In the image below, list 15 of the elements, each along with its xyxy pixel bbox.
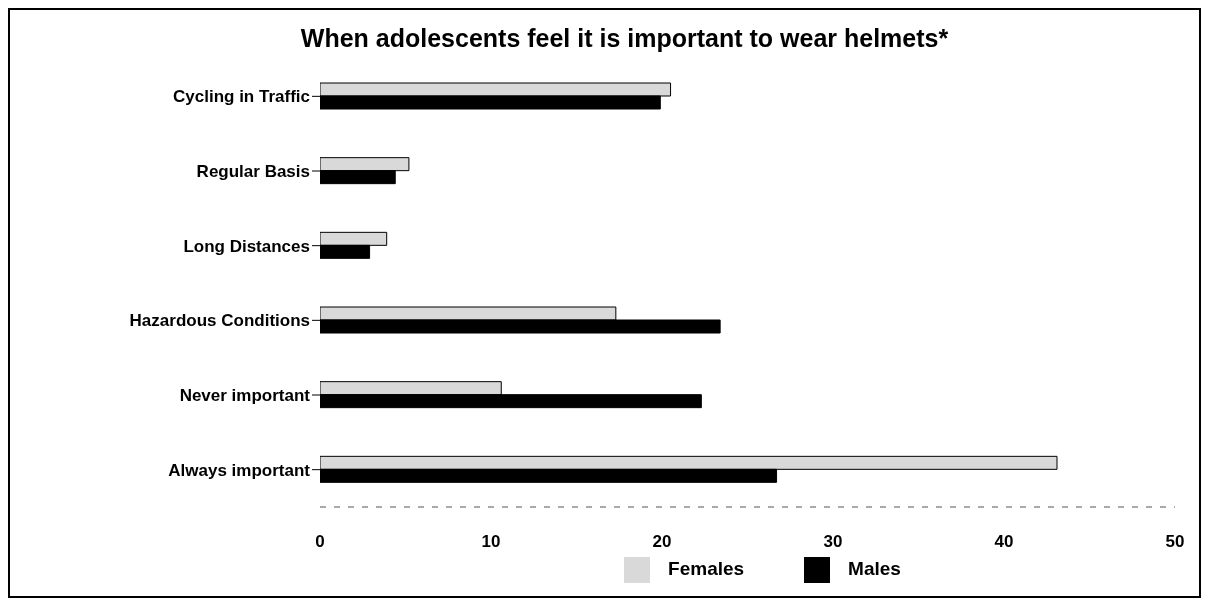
- y-tick-label: Hazardous Conditions: [129, 311, 310, 331]
- x-tick-label: 10: [481, 532, 501, 552]
- x-tick-label: 20: [652, 532, 672, 552]
- x-tick-label: 40: [994, 532, 1014, 552]
- chart-title: When adolescents feel it is important to wear helmets*: [299, 24, 950, 53]
- y-tick-label: Regular Basis: [196, 162, 310, 182]
- y-tick-label: Cycling in Traffic: [173, 87, 310, 107]
- y-tick-label: Long Distances: [183, 236, 310, 256]
- y-tick-label: Always important: [168, 460, 311, 480]
- x-tick-label: 0: [315, 532, 325, 552]
- legend-label: Males: [848, 558, 901, 580]
- y-tick-label: Never important: [179, 386, 311, 406]
- x-tick-label: 50: [1165, 532, 1185, 552]
- legend-label: Females: [668, 558, 745, 580]
- x-tick-label: 30: [823, 532, 843, 552]
